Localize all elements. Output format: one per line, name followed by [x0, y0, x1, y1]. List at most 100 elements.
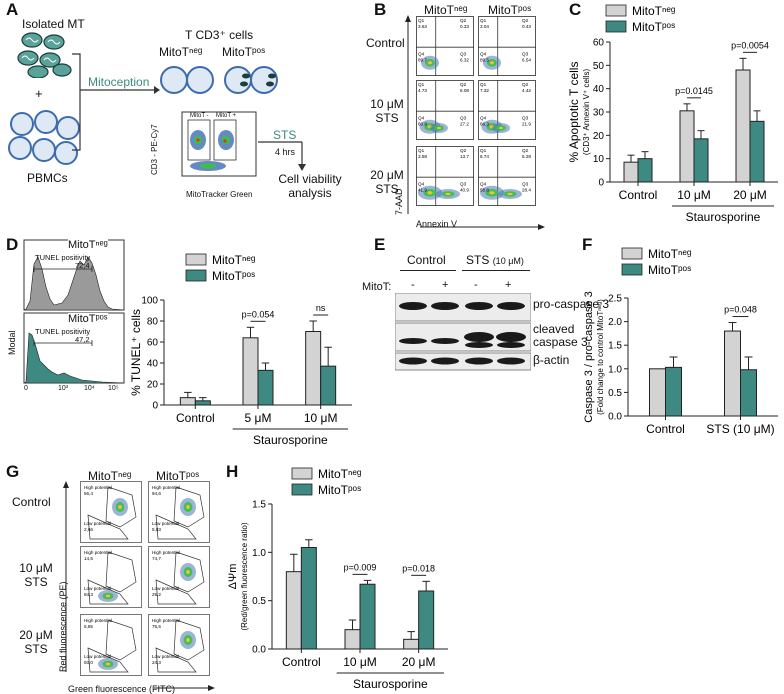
- legend-label: MitoTⁿᵉᵍ: [648, 247, 692, 261]
- bar: [679, 110, 695, 183]
- band-label-0: pro-caspase 3: [533, 297, 610, 311]
- sts-line: [462, 270, 530, 271]
- quad-name: Q4: [480, 52, 487, 57]
- high-label: High potential: [84, 485, 112, 490]
- band-label-2: β-actin: [533, 353, 570, 367]
- x-tick-label: 10 μM: [343, 655, 377, 669]
- quad-name: Q2: [522, 18, 529, 23]
- quad-name: Q3: [522, 52, 529, 57]
- cell-cloud-hot: [186, 570, 190, 574]
- low-value: 5,83: [152, 527, 161, 532]
- y-tick-label: 40: [593, 84, 605, 95]
- quad-name: Q3: [460, 116, 467, 121]
- gate-pos-label: MitoT +: [216, 113, 237, 119]
- legend-swatch: [185, 269, 207, 282]
- bar: [665, 366, 682, 417]
- panel-label-c: C: [569, 0, 582, 19]
- bar: [300, 547, 317, 650]
- x-tick-label: Control: [619, 188, 658, 202]
- tunel-value-neg: 72,4: [75, 261, 90, 270]
- y-tick-label: 1.5: [252, 500, 266, 511]
- cell-cloud-hot: [427, 191, 433, 195]
- quad-value: 58.8: [480, 188, 489, 193]
- y-tick-label: 0: [152, 401, 158, 412]
- quad-value: 89.7: [418, 58, 427, 63]
- low-value: 93,0: [84, 660, 93, 665]
- panel-g-col-pos: MitoTᵖᵒˢ: [156, 469, 200, 483]
- bar: [403, 638, 420, 650]
- legend-label: MitoTᵖᵒˢ: [632, 20, 675, 34]
- quad-value: 4.73: [418, 88, 427, 93]
- panel-b-row-2: 20 μM STS: [370, 168, 404, 196]
- high-potential-gate: [173, 619, 205, 661]
- quad-value: 6.74: [480, 154, 489, 159]
- legend-swatch: [291, 483, 313, 496]
- y-axis-label: % Apoptotic T cells: [567, 62, 581, 163]
- quad-name: Q1: [418, 148, 425, 153]
- quad-value: 6.54: [522, 58, 531, 63]
- high-label: High potential: [152, 485, 180, 490]
- sign-1: +: [442, 279, 449, 291]
- low-value: 24,3: [152, 660, 161, 665]
- low-value: 2,66: [84, 527, 93, 532]
- bar: [724, 330, 741, 417]
- quad-value: 6.28: [522, 154, 531, 159]
- hrs-label: 4 hrs: [275, 147, 296, 157]
- quad-value: 0.33: [460, 24, 469, 29]
- y-tick-label: 20: [593, 131, 605, 142]
- hist-xtick-1: 10³: [58, 385, 69, 392]
- quad-name: Q1: [480, 148, 487, 153]
- y-tick-label: 30: [593, 108, 605, 119]
- panel-g-axes: [63, 481, 215, 691]
- low-potential-gate: [87, 514, 129, 540]
- sign-2: -: [474, 279, 478, 291]
- low-label: Low potential: [152, 521, 179, 526]
- y-axis-label: Caspase 3 / pro-caspase 3: [583, 291, 595, 422]
- x-tick-label: Control: [282, 655, 321, 669]
- panel-b-col-pos: MitoTᵖᵒˢ: [488, 3, 532, 17]
- panel-label-b: B: [374, 0, 387, 19]
- quad-name: Q1: [480, 82, 487, 87]
- y-axis-sublabel: (CD3⁺ Annexin V⁺ cells): [582, 69, 591, 156]
- tcell-icons: [160, 66, 278, 94]
- sign-0: -: [411, 279, 415, 291]
- hist-pos-label: MitoTᵖᵒˢ: [68, 313, 108, 325]
- quad-value: 27.2: [460, 122, 469, 127]
- y-tick-label: 40: [147, 359, 159, 370]
- legend-swatch: [291, 467, 313, 480]
- high-label: High potential: [84, 550, 112, 555]
- low-potential-gate: [87, 647, 129, 673]
- panel-b-col-neg: MitoTⁿᵉᵍ: [424, 3, 468, 17]
- cell-cloud-hot: [105, 594, 111, 598]
- legend-label: MitoTⁿᵉᵍ: [632, 4, 676, 18]
- mitot-neg-label: MitoTⁿᵉᵍ: [159, 45, 203, 59]
- quad-name: Q1: [480, 18, 487, 23]
- y-tick-label: 20: [147, 380, 159, 391]
- p-value-label: p=0.0054: [731, 40, 769, 50]
- blot-sts-label: STS (10 μM): [466, 253, 524, 267]
- blot-control-label: Control: [407, 253, 446, 267]
- plot-frame: [148, 546, 210, 608]
- low-potential-gate: [155, 514, 197, 540]
- quad-value: 41.9: [418, 188, 427, 193]
- legend-swatch: [621, 263, 643, 276]
- quad-name: Q3: [460, 52, 467, 57]
- cell-cloud-hot: [186, 505, 190, 509]
- high-label: High potential: [84, 618, 112, 623]
- gate-neg-label: MitoT -: [190, 113, 209, 119]
- y-tick-label: 100: [141, 296, 158, 307]
- bar: [637, 158, 653, 183]
- bar: [285, 571, 302, 650]
- y-tick-label: 60: [147, 338, 159, 349]
- hist-xtick-2: 10⁴: [84, 385, 95, 392]
- panel-g-ylabel: Red fluorescence (PE): [58, 581, 68, 672]
- low-value: 84,3: [84, 592, 93, 597]
- quad-name: Q2: [460, 148, 467, 153]
- p-value-label: p=0.0145: [675, 86, 713, 96]
